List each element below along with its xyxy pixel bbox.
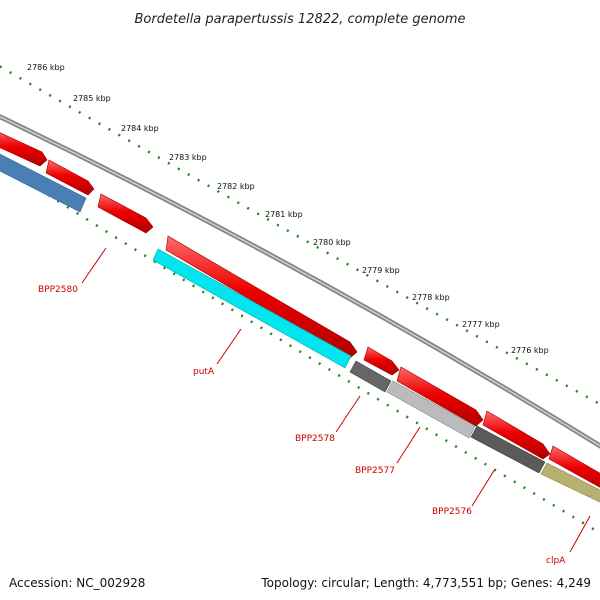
gene-label-clpa: clpA (546, 556, 566, 566)
inner-ruler-ticks (0, 162, 600, 535)
ruler-label: 2778 kbp (412, 293, 450, 302)
ruler-label: 2777 kbp (462, 320, 500, 329)
leader-line (81, 247, 107, 284)
ruler-label: 2780 kbp (313, 238, 351, 247)
gene-label-bpp2580: BPP2580 (38, 285, 78, 295)
gene-label-puta: putA (193, 367, 215, 377)
ruler-labels: 2786 kbp 2785 kbp 2784 kbp 2783 kbp 2782… (27, 63, 549, 355)
gene-clpa-bar (540, 462, 600, 503)
leader-line (396, 426, 421, 464)
forward-cds (0, 132, 48, 167)
gene-label-bpp2576: BPP2576 (432, 507, 472, 517)
forward-cds (165, 235, 358, 359)
outer-ruler-ticks (0, 65, 600, 406)
forward-cds (45, 159, 95, 196)
leader-line (569, 515, 591, 553)
gene-puta-bar (152, 248, 352, 369)
gene-labels: BPP2580 putA BPP2578 BPP2577 BPP2576 clp… (38, 285, 566, 566)
gene-label-leaders (81, 247, 591, 553)
map-title: Bordetella parapertussis 12822, complete… (135, 12, 466, 27)
forward-cds (97, 193, 154, 234)
forward-cds (396, 366, 484, 427)
reverse-strand-features (0, 153, 600, 503)
ruler-label: 2785 kbp (73, 94, 111, 103)
gene-bpp2580-bar (0, 153, 87, 213)
forward-cds (548, 445, 600, 488)
ruler-label: 2779 kbp (362, 266, 400, 275)
leader-line (216, 328, 242, 365)
genome-summary-text: Topology: circular; Length: 4,773,551 bp… (260, 576, 591, 590)
ruler-label: 2776 kbp (511, 346, 549, 355)
forward-strand-features (0, 132, 600, 488)
ruler-label: 2782 kbp (217, 182, 255, 191)
gene-bpp2578-bar (349, 360, 392, 393)
gene-label-bpp2578: BPP2578 (295, 434, 335, 444)
gene-label-bpp2577: BPP2577 (355, 466, 395, 476)
leader-line (335, 395, 361, 433)
ruler-label: 2784 kbp (121, 124, 159, 133)
leader-line (471, 468, 496, 507)
gene-bpp2577-bar (386, 380, 476, 439)
ruler-label: 2781 kbp (265, 210, 303, 219)
genome-backbone (0, 114, 600, 449)
ruler-label: 2783 kbp (169, 153, 207, 162)
forward-cds (363, 346, 400, 376)
accession-text: Accession: NC_002928 (9, 576, 145, 590)
ruler-label: 2786 kbp (27, 63, 65, 72)
forward-cds (482, 410, 551, 460)
genome-backbone-highlight (0, 116, 600, 447)
gene-bpp2576-bar (470, 425, 546, 474)
